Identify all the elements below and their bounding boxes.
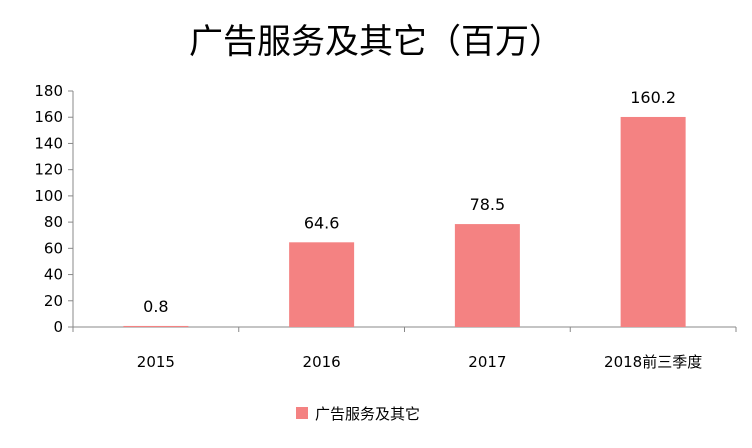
y-tick-label: 140 <box>34 134 63 152</box>
y-axis: 0 20 40 60 80 100 120 140 160 180 <box>34 82 74 336</box>
x-tick-label: 2015 <box>137 353 175 371</box>
x-tick-label: 2016 <box>303 353 341 371</box>
y-tick-label: 180 <box>34 82 63 100</box>
y-tick-label: 80 <box>44 213 63 231</box>
bar <box>123 325 189 327</box>
y-tick-label: 120 <box>34 161 63 179</box>
legend-label: 广告服务及其它 <box>315 405 420 423</box>
y-tick-label: 100 <box>34 187 63 205</box>
y-tick-label: 40 <box>44 266 63 284</box>
legend: 广告服务及其它 <box>296 405 420 423</box>
x-tick-label: 2018前三季度 <box>604 353 702 371</box>
x-tick-label: 2017 <box>468 353 506 371</box>
y-tick-label: 60 <box>44 239 63 257</box>
data-label: 160.2 <box>630 88 676 107</box>
chart-title: 广告服务及其它（百万） <box>189 22 563 62</box>
bar <box>620 116 686 328</box>
y-tick-label: 160 <box>34 108 63 126</box>
bar <box>289 242 355 327</box>
y-tick-label: 0 <box>53 318 63 336</box>
data-label: 64.6 <box>304 213 340 232</box>
bar <box>454 224 520 327</box>
legend-swatch <box>296 407 308 419</box>
bars: 0.8 64.6 78.5 160.2 <box>123 88 686 328</box>
y-tick-label: 20 <box>44 292 63 310</box>
data-label: 0.8 <box>143 297 168 316</box>
data-label: 78.5 <box>470 195 506 214</box>
x-axis: 2015 2016 2017 2018前三季度 <box>72 326 737 371</box>
